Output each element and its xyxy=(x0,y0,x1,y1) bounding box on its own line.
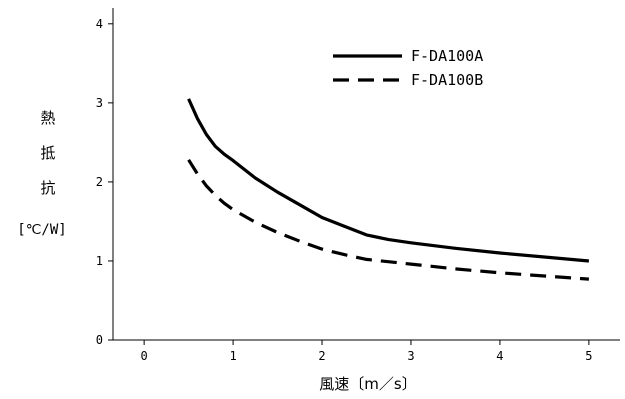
y-tick-label-3: 3 xyxy=(96,96,103,110)
x-tick-label-3: 3 xyxy=(407,349,414,363)
y-axis-title-char-2: 抵 xyxy=(40,144,55,162)
x-tick-label-1: 1 xyxy=(229,349,236,363)
y-axis-title-char-3: 抗 xyxy=(40,179,55,197)
x-tick-label-5: 5 xyxy=(585,349,592,363)
y-axis-title: 熱 抵 抗 [℃/W] xyxy=(17,109,66,238)
y-tick-label-2: 2 xyxy=(96,175,103,189)
y-tick-label-1: 1 xyxy=(96,254,103,268)
x-tick-label-4: 4 xyxy=(496,349,503,363)
series-line-F-DA100B xyxy=(187,158,590,281)
x-tick-label-0: 0 xyxy=(141,349,148,363)
y-axis-title-char-1: 熱 xyxy=(40,109,55,127)
axes xyxy=(112,8,620,341)
series-line-F-DA100A xyxy=(187,98,590,263)
ticks: 0 1 2 3 4 0 1 2 3 4 5 xyxy=(96,17,593,363)
y-tick-label-4: 4 xyxy=(96,17,103,31)
x-tick-label-2: 2 xyxy=(318,349,325,363)
y-axis-unit: [℃/W] xyxy=(17,222,66,238)
legend-label-F-DA100B: F-DA100B xyxy=(411,71,483,89)
legend: F-DA100A F-DA100B xyxy=(333,47,483,89)
x-axis-title: 風速〔m／s〕 xyxy=(319,375,416,393)
y-tick-label-0: 0 xyxy=(96,333,103,347)
series-group xyxy=(187,98,590,281)
legend-label-F-DA100A: F-DA100A xyxy=(411,47,483,65)
